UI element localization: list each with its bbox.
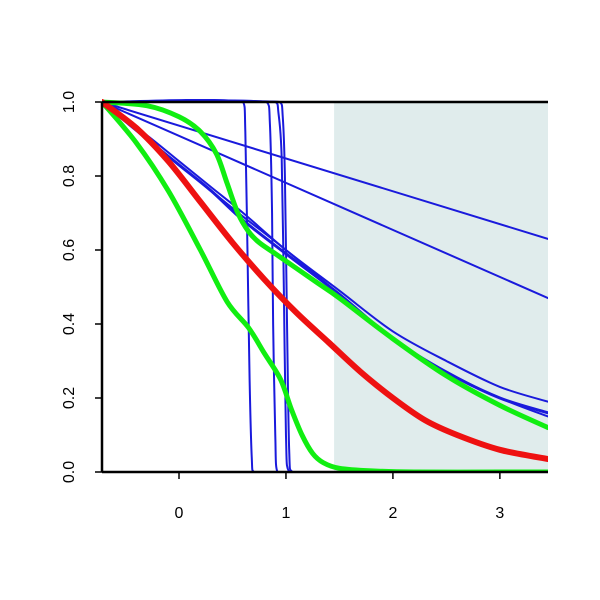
- series-line-blue-1: [102, 101, 548, 240]
- x-tick-label: 0: [175, 505, 184, 522]
- y-tick-label: 0.8: [61, 165, 78, 187]
- series-line-red-12: [102, 99, 548, 463]
- x-tick-label: 2: [388, 505, 397, 522]
- plot-area: [102, 99, 548, 472]
- series-line-blue-2: [102, 101, 548, 300]
- x-tick-label: 3: [495, 505, 504, 522]
- shaded-region: [334, 102, 548, 472]
- y-tick-label: 1.0: [61, 91, 78, 113]
- y-tick-label: 0.4: [61, 313, 78, 335]
- y-tick-label: 0.6: [61, 239, 78, 261]
- y-tick-label: 0.2: [61, 387, 78, 409]
- x-tick-label: 1: [282, 505, 291, 522]
- series-line-green-10: [102, 99, 548, 431]
- axes: 0 1 2 3 0.0 0.2 0.4 0.6 0.8 1.0: [61, 91, 548, 522]
- y-tick-label: 0.0: [61, 461, 78, 483]
